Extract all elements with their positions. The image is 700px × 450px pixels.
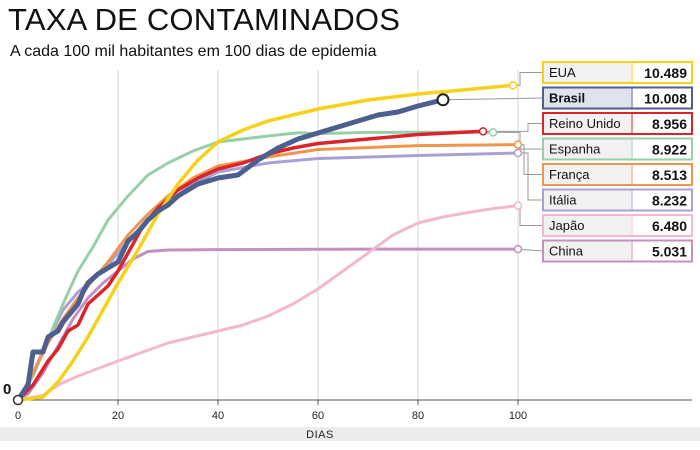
chart-title: TAXA DE CONTAMINADOS <box>8 2 401 37</box>
legend-name-italia: Itália <box>549 193 577 208</box>
legend-value-franca: 8.513 <box>652 167 687 183</box>
legend-name-bg-reino-unido <box>544 114 631 133</box>
legend-value-japao: 6.480 <box>652 218 687 234</box>
x-tick-label-0: 0 <box>15 410 21 422</box>
legend-name-bg-brasil <box>544 88 631 108</box>
x-tick-label-80: 80 <box>412 410 424 422</box>
legend-name-bg-china <box>544 241 631 261</box>
series-end-marker-reino-unido <box>478 127 488 136</box>
legend-value-china: 5.031 <box>652 244 687 260</box>
legend-value-eua: 10.489 <box>644 65 687 81</box>
legend-name-bg-franca <box>544 165 631 184</box>
legend-value-espanha: 8.922 <box>652 142 687 158</box>
chart-subtitle: A cada 100 mil habitantes em 100 dias de… <box>10 43 377 60</box>
legend-name-eua: EUA <box>549 65 576 80</box>
x-tick-label-60: 60 <box>312 410 324 422</box>
legend-connector-japao <box>518 205 543 226</box>
legend-name-bg-eua <box>544 63 631 82</box>
legend-name-japao: Japão <box>549 218 584 233</box>
series-line-reino-unido <box>16 129 485 402</box>
y-zero-label: 0 <box>3 381 11 398</box>
series-end-marker-japao <box>513 201 523 210</box>
series-line-japao <box>16 204 520 402</box>
legend-name-franca: França <box>549 167 590 182</box>
series-end-marker-franca <box>513 140 523 149</box>
series-line-espanha <box>16 130 495 402</box>
legend-value-italia: 8.232 <box>652 193 687 209</box>
legend-name-reino-unido: Reino Unido <box>549 116 621 131</box>
x-tick-label-40: 40 <box>212 410 224 422</box>
legend-connector-espanha <box>493 131 543 150</box>
legend-value-brasil: 10.008 <box>644 91 687 107</box>
series-line-brasil <box>15 97 446 403</box>
legend-name-brasil: Brasil <box>549 91 585 106</box>
legend-value-reino-unido: 8.956 <box>652 116 687 132</box>
x-tick-label-20: 20 <box>112 410 124 422</box>
legend-name-bg-japao <box>544 216 631 235</box>
origin-marker <box>12 394 24 406</box>
x-axis-label-band <box>0 427 700 441</box>
legend-name-china: China <box>549 244 584 259</box>
series-end-marker-italia <box>513 148 523 158</box>
series-end-marker-china <box>513 244 523 254</box>
legend-name-espanha: Espanha <box>549 142 601 157</box>
legend-name-bg-italia <box>544 190 631 210</box>
series-end-marker-espanha <box>488 128 498 137</box>
legend-connector-brasil <box>442 97 544 101</box>
x-tick-label-100: 100 <box>509 410 527 422</box>
x-axis-label: DIAS <box>306 429 334 441</box>
series-line-eua <box>16 83 515 402</box>
legend-connector-italia <box>518 152 543 201</box>
series-end-marker-brasil <box>436 93 450 107</box>
legend-name-bg-espanha <box>544 139 631 159</box>
legend-connector-reino-unido <box>483 123 543 132</box>
series-end-marker-eua <box>508 81 518 90</box>
series-line-franca <box>16 143 520 402</box>
